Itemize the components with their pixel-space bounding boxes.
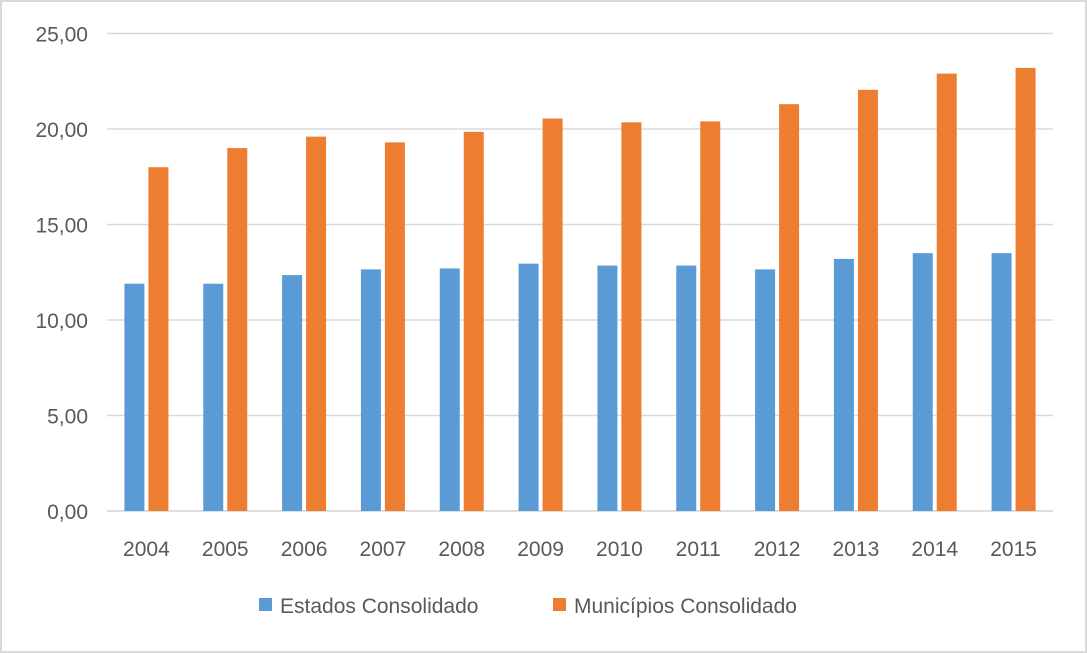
x-tick-label: 2009 (517, 538, 564, 561)
legend-label-estados: Estados Consolidado (280, 595, 478, 618)
bar-estados-2006 (282, 275, 303, 511)
bar-estados-2014 (912, 253, 933, 511)
bar-municipios-2007 (384, 142, 405, 511)
bar-municipios-2011 (700, 121, 721, 512)
bar-estados-2013 (833, 258, 854, 511)
bar-estados-2011 (676, 265, 697, 511)
y-tick-label: 5,00 (47, 406, 88, 429)
bar-municipios-2015 (1015, 67, 1036, 511)
bar-municipios-2004 (148, 167, 169, 511)
x-tick-label: 2007 (360, 538, 407, 561)
y-tick-label: 25,00 (35, 24, 88, 47)
bar-municipios-2013 (857, 89, 878, 511)
y-tick-label: 20,00 (35, 119, 88, 142)
bar-estados-2012 (755, 269, 776, 511)
bar-estados-2009 (518, 263, 539, 511)
bar-municipios-2014 (936, 73, 957, 512)
bar-estados-2015 (991, 253, 1012, 511)
bar-estados-2007 (360, 269, 381, 511)
bar-estados-2005 (203, 283, 224, 511)
bar-municipios-2012 (779, 104, 800, 512)
bar-municipios-2006 (306, 136, 327, 511)
x-tick-label: 2006 (281, 538, 328, 561)
bar-municipios-2010 (621, 122, 642, 511)
x-tick-label: 2008 (438, 538, 485, 561)
x-tick-label: 2010 (596, 538, 643, 561)
x-tick-label: 2011 (676, 538, 721, 561)
legend-swatch-municipios (553, 598, 566, 611)
bar-estados-2008 (439, 268, 460, 511)
bar-municipios-2005 (227, 148, 248, 511)
legend-swatch-estados (259, 598, 272, 611)
bar-estados-2010 (597, 265, 618, 511)
y-tick-label: 15,00 (35, 215, 88, 238)
bar-estados-2004 (124, 283, 145, 511)
legend-label-municipios: Municípios Consolidado (574, 595, 797, 618)
bar-municipios-2009 (542, 118, 563, 512)
x-tick-label: 2013 (833, 538, 880, 561)
bar-municipios-2008 (463, 131, 484, 512)
y-tick-label: 0,00 (47, 501, 88, 524)
x-tick-label: 2015 (990, 538, 1037, 561)
x-tick-label: 2005 (202, 538, 249, 561)
x-tick-label: 2012 (754, 538, 801, 561)
y-tick-label: 10,00 (35, 310, 88, 333)
x-tick-label: 2014 (911, 538, 958, 561)
x-tick-label: 2004 (123, 538, 170, 561)
